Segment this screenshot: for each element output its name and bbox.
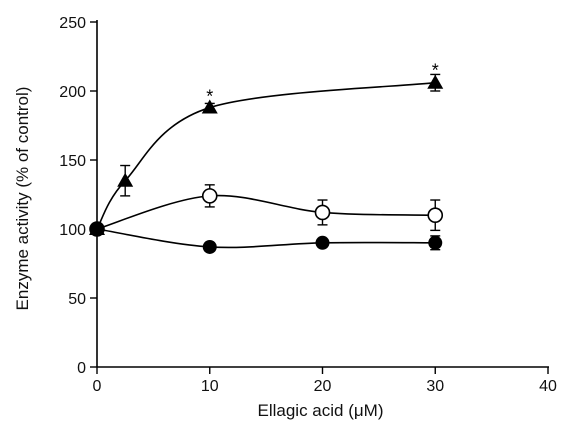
data-point-triangle (427, 74, 444, 89)
significance-asterisk: * (206, 87, 213, 107)
series-circle-open (89, 184, 444, 237)
y-tick-label: 150 (59, 153, 86, 170)
data-point-filled-circle (315, 235, 330, 250)
series-layer (89, 73, 444, 254)
y-axis-title: Enzyme activity (% of control) (13, 87, 32, 311)
series-line (96, 81, 436, 230)
series-line (96, 194, 436, 230)
y-tick-label: 250 (59, 15, 86, 32)
data-point-triangle (117, 172, 134, 187)
x-axis-title: Ellagic acid (μM) (258, 401, 384, 420)
x-tick-label: 20 (314, 378, 332, 395)
series-circle-filled (90, 222, 443, 254)
y-tick-label: 200 (59, 84, 86, 101)
axes (96, 20, 549, 368)
x-tick-label: 0 (93, 378, 102, 395)
y-tick-label: 100 (59, 222, 86, 239)
series-line (96, 228, 436, 249)
data-point-open-circle (314, 204, 331, 221)
x-tick-label: 10 (201, 378, 219, 395)
significance-asterisk: * (432, 60, 439, 80)
annotation-layer: ** (206, 60, 439, 106)
data-point-open-circle (201, 188, 218, 204)
y-tick-label: 50 (68, 291, 86, 308)
data-point-filled-circle (90, 222, 104, 236)
data-point-triangle (201, 99, 218, 114)
x-tick-label: 40 (539, 378, 557, 395)
y-tick-label: 0 (77, 360, 86, 377)
x-tick-label: 30 (426, 378, 444, 395)
data-point-filled-circle (202, 239, 217, 254)
series-triangle-filled (89, 73, 444, 235)
data-point-open-circle (427, 207, 444, 223)
data-point-filled-circle (428, 235, 443, 250)
ticks: 0 50 100 150 200 250 0 10 20 30 40 (59, 15, 557, 395)
